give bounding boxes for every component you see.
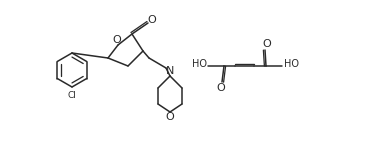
Text: HO: HO (284, 59, 299, 69)
Text: O: O (263, 39, 272, 49)
Text: O: O (148, 15, 156, 25)
Text: Cl: Cl (68, 90, 76, 99)
Text: N: N (166, 66, 174, 76)
Text: O: O (217, 83, 226, 93)
Text: O: O (113, 35, 122, 45)
Text: O: O (166, 112, 174, 122)
Text: HO: HO (192, 59, 207, 69)
